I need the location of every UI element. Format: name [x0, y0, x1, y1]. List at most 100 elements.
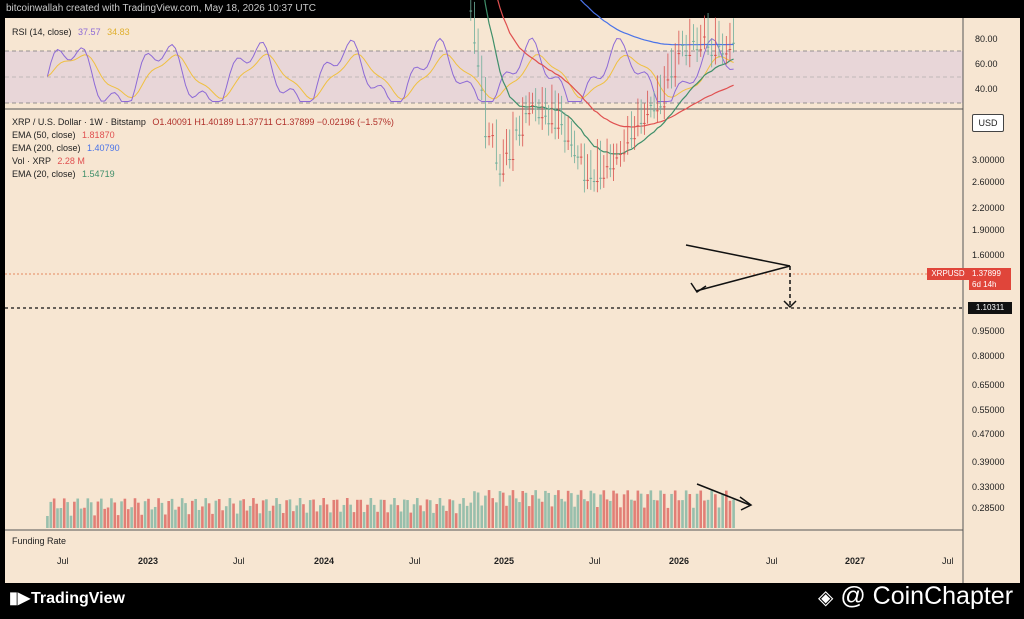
candle-body [537, 117, 541, 119]
volume-bar [576, 494, 580, 528]
volume-bar [113, 502, 117, 528]
candle-body [511, 159, 515, 161]
volume-bar [116, 515, 120, 528]
candle-body [544, 115, 547, 117]
ema20-legend[interactable]: EMA (20, close) 1.54719 [12, 169, 115, 179]
volume-bar [298, 498, 302, 528]
volume-bar [579, 490, 583, 528]
candle-body [514, 129, 518, 131]
coinchapter-logo-icon: ◈ [818, 587, 834, 609]
volume-bar [319, 505, 322, 528]
candle-body [518, 134, 521, 136]
ema200-legend[interactable]: EMA (200, close) 1.40790 [12, 143, 120, 153]
symbol-legend[interactable]: XRP / U.S. Dollar · 1W · Bitstamp O1.400… [12, 117, 394, 127]
volume-bar [160, 502, 164, 528]
volume-bar [76, 498, 80, 528]
volume-bar [544, 490, 547, 528]
volume-legend[interactable]: Vol · XRP 2.28 M [12, 156, 85, 166]
time-label: Jul [766, 556, 778, 566]
candle-body [630, 138, 633, 140]
volume-bar [630, 499, 633, 528]
volume-bar [153, 506, 157, 528]
volume-bar [211, 513, 214, 528]
volume-bar [605, 499, 609, 528]
volume-bar [652, 499, 656, 528]
volume-bar [69, 515, 73, 528]
volume-bar [288, 499, 292, 528]
volume-bar [710, 490, 713, 528]
volume-bar [469, 502, 473, 528]
volume-bar [147, 498, 150, 528]
breakdown-arrow-head [783, 300, 797, 309]
volume-bar [699, 490, 703, 528]
rsi-legend[interactable]: RSI (14, close) 37.57 34.83 [12, 27, 130, 37]
volume-bar [695, 493, 699, 528]
volume-bar [487, 490, 491, 528]
volume-bar [402, 499, 406, 528]
volume-bar [505, 505, 508, 528]
volume-bar [369, 498, 373, 528]
candle-body [639, 122, 643, 124]
volume-bar [666, 507, 670, 528]
volume-bar [633, 500, 636, 528]
volume-bar [596, 507, 599, 528]
volume-bar [137, 502, 140, 528]
candle-body [643, 122, 646, 124]
volume-bar [495, 502, 498, 528]
currency-button[interactable]: USD [972, 114, 1004, 132]
volume-arrow-line [696, 483, 751, 506]
time-label: 2027 [845, 556, 866, 566]
candle-body [524, 113, 528, 115]
candle-body [636, 125, 640, 127]
volume-bar [184, 503, 187, 528]
volume-bar [197, 509, 201, 528]
volume-bar [332, 499, 336, 528]
volume-bar [419, 505, 422, 528]
candle-body [652, 110, 656, 112]
candle-body [605, 166, 609, 168]
volume-bar [534, 490, 537, 528]
volume-bar [550, 506, 554, 528]
volume-bar [73, 501, 76, 528]
ema50-legend[interactable]: EMA (50, close) 1.81870 [12, 130, 115, 140]
volume-bar [292, 511, 295, 528]
candle-body [547, 123, 550, 125]
rsi-tick: 40.00 [975, 84, 998, 94]
funding-rate-label[interactable]: Funding Rate [12, 536, 67, 546]
ema200-legend-label: EMA (200, close) [12, 143, 81, 153]
chart-area[interactable] [5, 18, 1020, 583]
volume-bar [120, 501, 123, 528]
candle-body [728, 49, 732, 51]
volume-bar [379, 499, 383, 528]
volume-bar [308, 500, 312, 528]
tradingview-logo-icon: ▮▶ [9, 590, 31, 607]
volume-arrow-head [739, 496, 753, 511]
volume-bar [96, 501, 100, 528]
volume-bar [703, 500, 706, 528]
candle-body [586, 179, 589, 181]
volume-bar [110, 498, 113, 528]
candle-body [670, 76, 673, 78]
ema50-line [497, 0, 734, 128]
volume-bar [352, 512, 356, 528]
time-label: 2026 [669, 556, 690, 566]
candle-body [609, 168, 612, 170]
volume-bar [508, 495, 512, 528]
candle-body [633, 138, 636, 140]
ema20-legend-label: EMA (20, close) [12, 169, 76, 179]
triangle-upper-line [685, 244, 791, 267]
volume-bar [232, 503, 235, 528]
candle-body [626, 142, 630, 144]
volume-bar [46, 516, 49, 528]
price-tick: 2.20000 [972, 203, 1005, 213]
volume-bar [393, 498, 396, 528]
volume-bar [583, 499, 586, 528]
volume-bar [656, 500, 659, 528]
volume-bar [339, 511, 342, 528]
candle-body [534, 108, 537, 110]
volume-bar [106, 507, 110, 528]
candle-body [599, 177, 602, 179]
volume-bar [681, 500, 684, 528]
candle-body [505, 152, 508, 154]
volume-bar [255, 503, 258, 528]
